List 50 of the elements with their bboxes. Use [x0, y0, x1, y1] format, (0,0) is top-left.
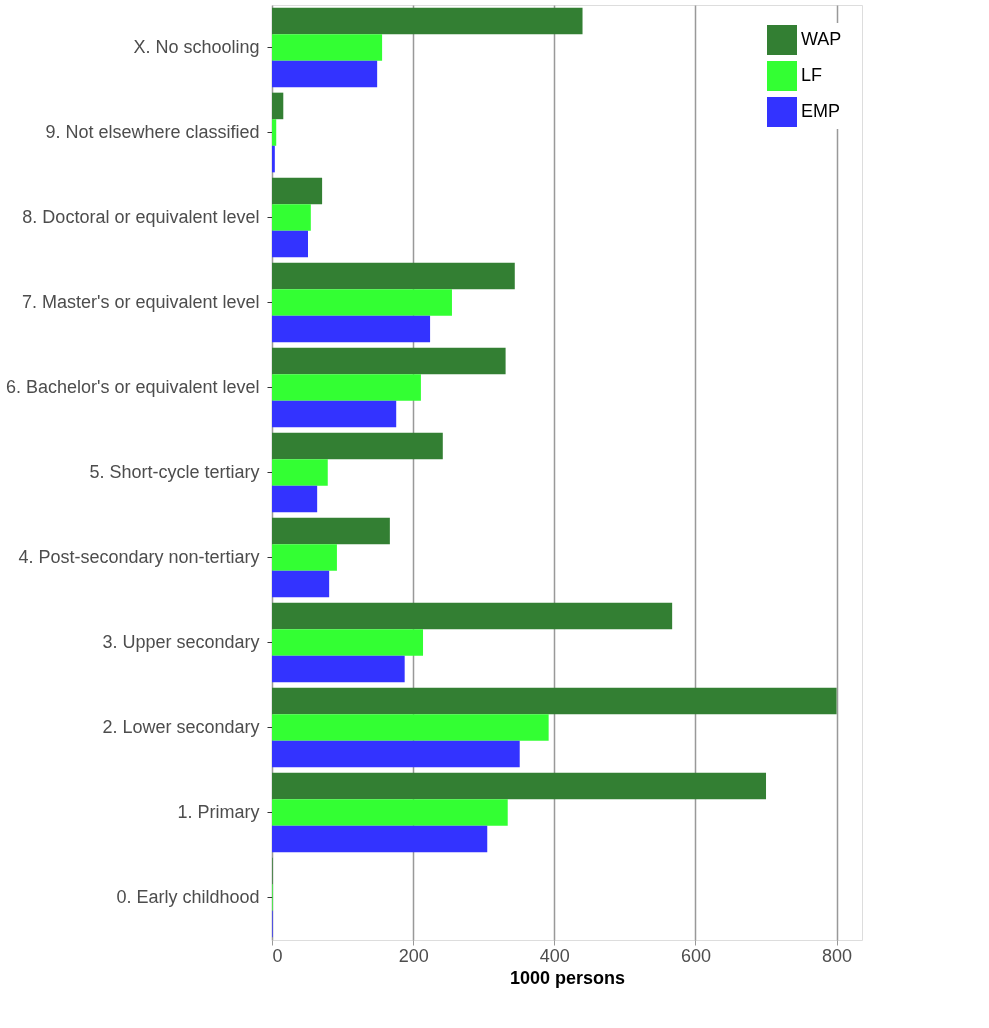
- bar: [272, 602, 673, 630]
- bar: [272, 315, 431, 343]
- bar: [272, 34, 383, 61]
- bar: [272, 485, 318, 513]
- bar: [272, 145, 275, 173]
- x-tick-label: 800: [822, 945, 853, 966]
- bar: [272, 459, 328, 486]
- y-tick-label: 9. Not elsewhere classified: [45, 121, 260, 142]
- bar: [272, 7, 583, 35]
- legend-label: EMP: [801, 101, 841, 121]
- bar: [272, 60, 378, 88]
- y-tick-label: X. No schooling: [133, 36, 260, 57]
- y-tick-label: 1. Primary: [177, 801, 260, 822]
- bar: [272, 230, 308, 258]
- bar: [272, 204, 311, 231]
- legend-label: LF: [801, 65, 823, 85]
- x-axis-title: 1000 persons: [509, 967, 626, 988]
- bar: [272, 432, 443, 460]
- bar: [272, 262, 515, 290]
- bar: [272, 714, 549, 741]
- bar: [272, 825, 488, 853]
- bar: [272, 544, 337, 571]
- legend-label: WAP: [801, 29, 842, 49]
- bar: [272, 629, 424, 656]
- bar: [272, 347, 506, 375]
- y-tick-label: 3. Upper secondary: [102, 631, 260, 652]
- bar: [272, 740, 520, 768]
- x-tick-label: 400: [539, 945, 570, 966]
- x-tick-label: 0: [272, 945, 283, 966]
- bar: [272, 374, 421, 401]
- bar: [272, 655, 405, 683]
- y-tick-label: 8. Doctoral or equivalent level: [22, 206, 260, 227]
- bar: [272, 570, 330, 598]
- bar: [272, 289, 452, 316]
- y-tick-label: 7. Master's or equivalent level: [21, 291, 260, 312]
- y-tick-label: 5. Short-cycle tertiary: [89, 461, 260, 482]
- bar: [272, 177, 323, 205]
- bar: [272, 687, 837, 715]
- bar: [272, 400, 397, 428]
- bar: [272, 772, 767, 800]
- bar: [272, 92, 284, 120]
- bar: [272, 119, 277, 146]
- y-tick-label: 4. Post-secondary non-tertiary: [18, 546, 260, 567]
- y-tick-label: 6. Bachelor's or equivalent level: [5, 376, 260, 397]
- y-tick-label: 0. Early childhood: [116, 886, 260, 907]
- x-tick-label: 600: [680, 945, 711, 966]
- bar: [272, 517, 390, 545]
- x-tick-label: 200: [398, 945, 429, 966]
- bar: [272, 799, 508, 826]
- y-tick-label: 2. Lower secondary: [102, 716, 260, 737]
